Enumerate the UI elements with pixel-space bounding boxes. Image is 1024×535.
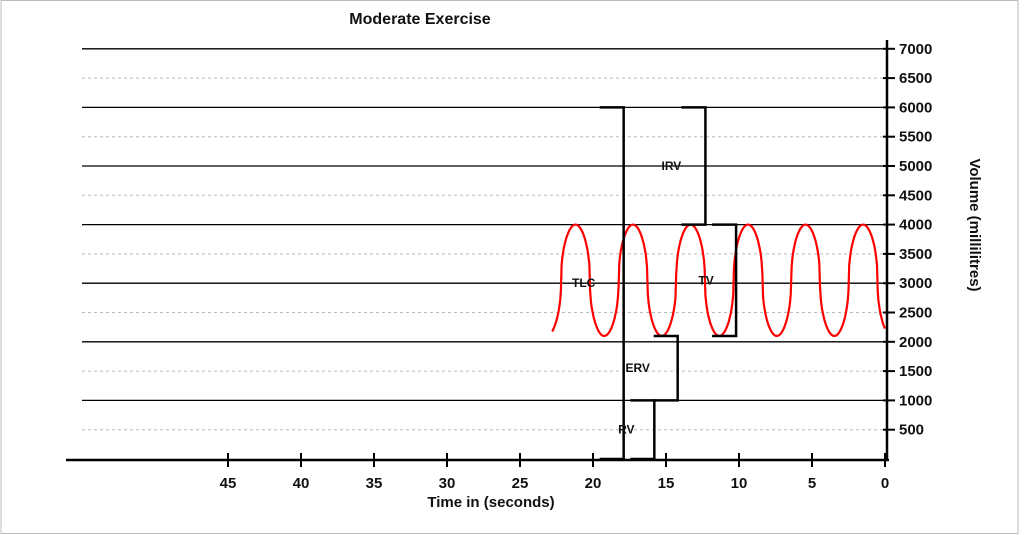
- x-tick-label: 10: [731, 475, 748, 492]
- x-tick-label: 35: [366, 475, 383, 492]
- volume-trace: [551, 223, 887, 337]
- bracket-irv: [681, 106, 707, 226]
- chart-title: Moderate Exercise: [349, 11, 491, 28]
- annotations: TLC IRV TV ERV RV: [572, 106, 738, 461]
- label-erv: ERV: [625, 361, 649, 375]
- y-tick-label: 500: [899, 422, 924, 439]
- grid: [82, 48, 885, 431]
- y-tick-label: 4500: [899, 187, 932, 204]
- y-tick-label: 4000: [899, 217, 932, 234]
- x-tick-label: 30: [439, 475, 456, 492]
- y-tick-label: 6500: [899, 70, 932, 87]
- y-tick-label: 2500: [899, 305, 932, 322]
- y-tick-label: 7000: [899, 41, 932, 58]
- label-tlc: TLC: [572, 276, 596, 290]
- axes: 500 1000 1500 2000 2500 3000 3500 4000 4500 5000 5…: [66, 40, 932, 492]
- y-tick-label: 3500: [899, 246, 932, 263]
- bracket-erv: [653, 334, 679, 402]
- y-tick-label: 3000: [899, 275, 932, 292]
- label-tv: TV: [698, 273, 713, 287]
- y-tick-label: 6000: [899, 99, 932, 116]
- label-irv: IRV: [662, 159, 682, 173]
- x-tick-label: 20: [585, 475, 602, 492]
- series-layer: [551, 223, 887, 337]
- y-tick-label: 5000: [899, 158, 932, 175]
- x-tick-label: 15: [658, 475, 675, 492]
- x-tick-label: 40: [293, 475, 310, 492]
- y-tick-label: 5500: [899, 129, 932, 146]
- y-axis-label: Volume (millilitres): [966, 158, 983, 291]
- x-tick-label: 25: [512, 475, 529, 492]
- x-tick-label: 0: [881, 475, 889, 492]
- y-tick-label: 1000: [899, 392, 932, 409]
- y-tick-label: 2000: [899, 334, 932, 351]
- bracket-tv: [712, 223, 738, 338]
- x-tick-label: 5: [808, 475, 816, 492]
- label-rv: RV: [618, 423, 634, 437]
- x-tick-label: 45: [220, 475, 237, 492]
- y-tick-label: 1500: [899, 363, 932, 380]
- x-axis-label: Time in (seconds): [427, 494, 554, 511]
